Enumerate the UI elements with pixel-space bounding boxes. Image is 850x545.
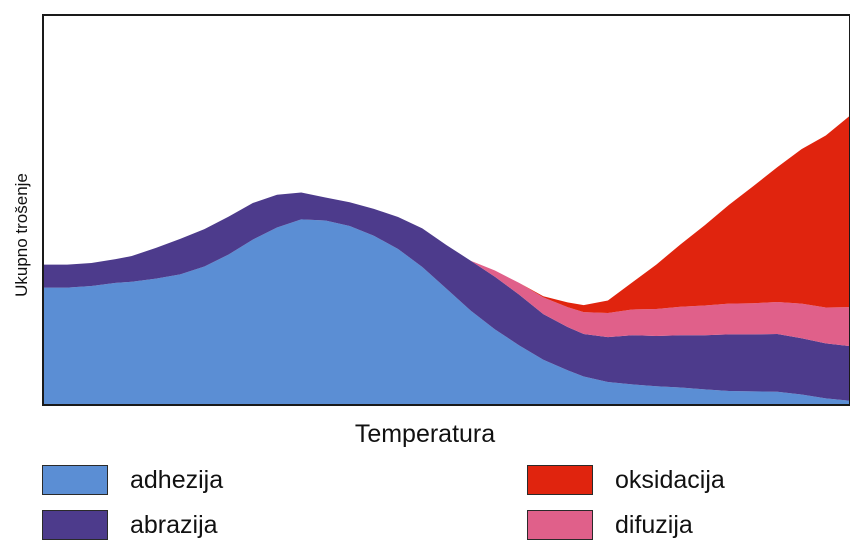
legend-item-abrazija: abrazija [42,510,218,540]
legend-swatch-adhezija [42,465,108,495]
y-axis-label: Ukupno trošenje [2,130,42,340]
y-axis-label-text: Ukupno trošenje [12,173,31,297]
area-oksidacija [43,115,850,313]
legend-label-adhezija: adhezija [130,465,224,494]
legend-swatch-difuzija [527,510,593,540]
legend-label-oksidacija: oksidacija [615,465,725,494]
legend-label-difuzija: difuzija [615,510,693,539]
x-axis-label: Temperatura [354,420,496,448]
area-adhezija [43,219,850,405]
area-difuzija [43,192,850,347]
legend-swatch-oksidacija [527,465,593,495]
legend-item-difuzija: difuzija [527,510,693,540]
legend-label-abrazija: abrazija [130,510,218,539]
legend-item-adhezija: adhezija [42,465,223,495]
plot-frame [42,14,850,406]
legend-item-oksidacija: oksidacija [527,465,725,495]
chart-areas [43,115,850,405]
legend-swatch-abrazija [42,510,108,540]
area-abrazija [43,192,850,401]
